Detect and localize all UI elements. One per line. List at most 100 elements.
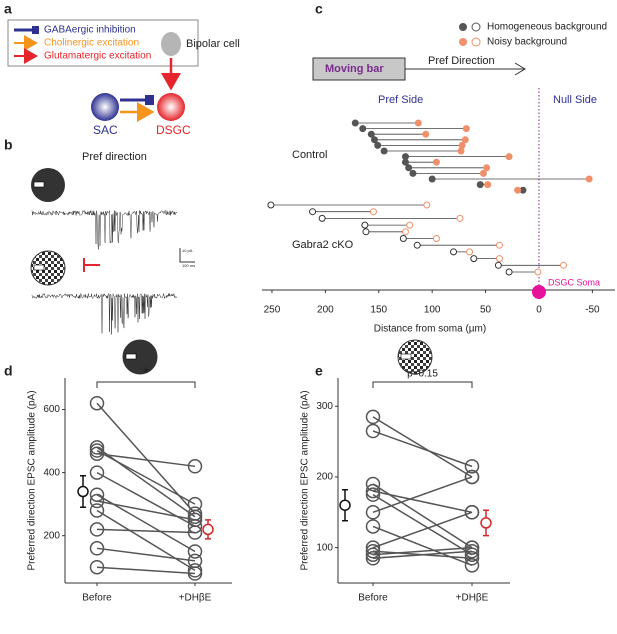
legend-text: Cholinergic excitation <box>44 38 139 49</box>
bipolar-cell <box>161 32 181 56</box>
before-point <box>89 465 105 480</box>
noisy-point <box>585 175 593 183</box>
homogeneous-point <box>370 136 378 144</box>
pair-line <box>372 550 473 560</box>
before-point <box>365 487 381 502</box>
y-tick-label: 100 <box>316 542 333 553</box>
noisy-point <box>466 248 474 256</box>
pair-line <box>96 500 196 521</box>
before-point <box>365 547 381 562</box>
homogeneous-point <box>367 130 375 138</box>
bipolar-label: Bipolar cell <box>186 38 240 50</box>
pair-line <box>96 449 196 505</box>
noisy-point <box>560 261 568 269</box>
x-tick-label: 100 <box>424 305 441 316</box>
legend-marker <box>471 37 481 47</box>
x-tick-label: 0 <box>536 305 542 316</box>
x-tick-label: 50 <box>480 305 492 316</box>
sac-cell <box>91 93 119 121</box>
x-tick-label: 250 <box>264 305 281 316</box>
homogeneous-point <box>359 125 367 133</box>
noisy-point <box>462 125 470 133</box>
x-tick-label: 200 <box>317 305 334 316</box>
y-tick-label: 600 <box>43 404 60 415</box>
noisy-point <box>422 130 430 138</box>
before-point <box>365 483 381 499</box>
pair-line <box>96 471 196 527</box>
y-axis-label: Preferred direction EPSC amplitude (pA) <box>27 390 38 570</box>
before-point <box>89 446 105 461</box>
panel-letter: a <box>4 1 12 17</box>
homogeneous-point <box>309 208 317 216</box>
before-point <box>365 519 381 534</box>
after-point <box>187 459 203 474</box>
after-point <box>464 469 480 485</box>
homogeneous-point <box>374 141 382 149</box>
significance-bracket <box>372 381 473 388</box>
before-point <box>89 493 105 509</box>
direction-arrow <box>405 62 526 76</box>
pair-line <box>96 509 196 572</box>
pair-line <box>96 528 196 534</box>
before-point <box>89 522 105 537</box>
pair-line <box>372 476 473 514</box>
before-point <box>365 409 381 425</box>
x-tick-label: Before <box>358 593 388 604</box>
homogeneous-point <box>267 201 275 209</box>
legend-cap <box>32 26 39 34</box>
before-point <box>365 423 381 439</box>
legend-text: Noisy background <box>487 37 567 48</box>
panel-b: b Pref direction 10 pA 100 ms <box>4 137 195 286</box>
stimulus-icon <box>122 339 158 375</box>
x-tick-label: +DHβE <box>179 593 212 604</box>
y-tick-label: 200 <box>43 530 60 541</box>
after-point <box>187 566 203 581</box>
bar-icon <box>33 264 45 271</box>
bar-icon <box>400 353 412 360</box>
x-tick-label: -50 <box>585 305 600 316</box>
homogeneous-point <box>428 175 436 183</box>
pair-line <box>372 430 473 468</box>
after-point <box>187 525 203 540</box>
pair-line <box>372 511 473 549</box>
group-label: Control <box>292 149 327 161</box>
pair-line <box>372 546 473 556</box>
x-tick-label: +DHβE <box>456 593 489 604</box>
panel-a: a GABAergic inhibition Cholinergic excit… <box>4 1 240 137</box>
before-point <box>89 559 105 575</box>
panel-title: Pref direction <box>82 151 147 163</box>
pair-line <box>96 547 196 562</box>
before-point <box>365 551 381 566</box>
homogeneous-point <box>494 261 502 269</box>
pair-line <box>372 490 473 514</box>
side-label: Null Side <box>553 94 597 106</box>
after-point <box>464 558 480 573</box>
noisy-point <box>406 221 414 229</box>
after-point <box>464 543 480 559</box>
soma-label: DSGC Soma <box>548 277 600 287</box>
noisy-point <box>401 228 409 236</box>
x-tick-label: Before <box>82 593 112 604</box>
panel-letter: b <box>4 137 13 153</box>
legend-marker <box>471 22 481 32</box>
pair-line <box>372 416 473 478</box>
legend-text: GABAergic inhibition <box>44 25 136 36</box>
stimulus-icon <box>397 339 433 375</box>
legend-marker <box>459 38 467 46</box>
stimulus-icon <box>31 168 65 202</box>
before-point <box>365 476 381 492</box>
noisy-point <box>495 241 503 249</box>
noisy-point <box>484 181 492 189</box>
bar-icon <box>33 181 45 188</box>
mean-point <box>202 523 214 536</box>
noisy-point <box>461 136 469 144</box>
delay-marker <box>83 258 100 272</box>
noisy-point <box>514 186 522 194</box>
before-point <box>89 541 105 556</box>
soma-marker <box>531 285 546 299</box>
legend-text: Glutamatergic excitation <box>44 51 151 62</box>
bar-icon <box>125 353 137 360</box>
noisy-point <box>423 201 431 209</box>
homogeneous-point <box>318 214 326 222</box>
homogeneous-point <box>351 119 359 127</box>
